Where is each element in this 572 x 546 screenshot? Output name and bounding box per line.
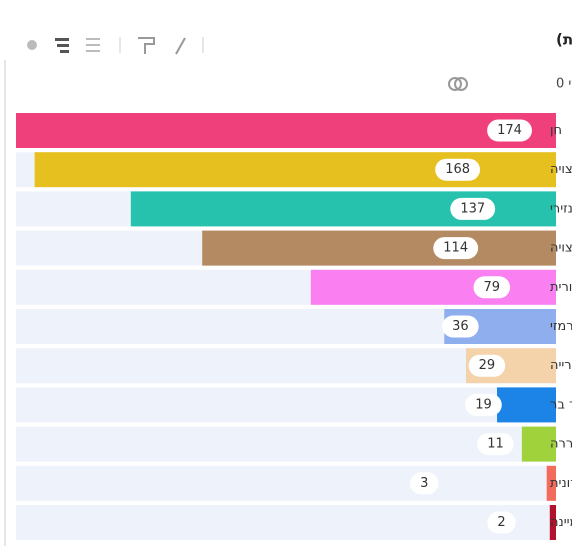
panel-title: טקסון (11 קבוצות): [556, 31, 572, 49]
value-pill: 2: [487, 511, 516, 534]
value-label: 36: [452, 319, 469, 334]
value-label: 2: [497, 515, 505, 530]
value-label: 174: [497, 123, 522, 138]
value-label: 3: [420, 476, 428, 491]
value-pill: 29: [468, 354, 506, 377]
pill-bg: [450, 197, 496, 220]
bar-label: זרזיר בורמזי: [550, 319, 572, 334]
bar: [497, 387, 556, 423]
bar-label: דררה אלכסנדרונית: [550, 476, 572, 491]
bar: [549, 505, 556, 540]
pill-bg: [435, 158, 481, 181]
value-pill: 3: [410, 472, 439, 495]
bar-track: [16, 505, 556, 540]
value-pill: 174: [487, 119, 532, 142]
bar-label: דררה: [550, 437, 572, 452]
value-pill: 137: [450, 197, 496, 220]
value-label: 137: [460, 201, 485, 216]
value-label: 79: [484, 280, 501, 295]
value-pill: 168: [435, 158, 481, 181]
brush-icon[interactable]: [175, 37, 186, 55]
bar-label: דררה מצויה: [550, 241, 572, 256]
bar: [16, 113, 556, 148]
pie-icon[interactable]: [27, 40, 37, 50]
list-icon[interactable]: [86, 38, 100, 52]
value-label: 29: [479, 358, 496, 373]
bar: [202, 230, 556, 266]
bar-label: מיינה: [550, 515, 572, 530]
bar-label: תוכי נזירי: [550, 201, 572, 216]
pill-bg: [487, 511, 516, 534]
bar-label: חזיר בר: [550, 397, 572, 412]
pill-bg: [477, 433, 514, 456]
bar: [521, 426, 556, 462]
toggle-label: הצג ערכי 0: [556, 77, 572, 92]
sort-icon[interactable]: [55, 38, 69, 53]
bar-label: נוטרייה: [550, 358, 572, 373]
value-pill: 36: [442, 315, 479, 338]
value-pill: 11: [477, 433, 514, 456]
bar-track: [16, 465, 556, 501]
toggle-icon[interactable]: [448, 77, 468, 91]
bar-label: מיינה מצויה: [550, 162, 572, 177]
pill-bg: [468, 354, 506, 377]
value-label: 168: [445, 162, 470, 177]
pill-bg: [433, 237, 479, 260]
pill-bg: [487, 119, 532, 142]
paint-icon[interactable]: [138, 37, 155, 54]
bar-track: [16, 426, 556, 462]
value-label: 11: [487, 437, 504, 452]
pill-bg: [410, 472, 439, 495]
bar: [546, 465, 556, 501]
pill-bg: [473, 276, 511, 299]
value-label: 19: [475, 397, 492, 412]
bar: [310, 269, 556, 305]
value-pill: 114: [433, 237, 479, 260]
value-pill: 19: [465, 393, 502, 416]
bar-label: יאורית: [550, 280, 572, 295]
value-pill: 79: [473, 276, 511, 299]
value-label: 114: [443, 241, 468, 256]
bar-label: חן: [550, 123, 562, 138]
pill-bg: [465, 393, 502, 416]
pill-bg: [442, 315, 479, 338]
toolbar: [27, 37, 204, 55]
